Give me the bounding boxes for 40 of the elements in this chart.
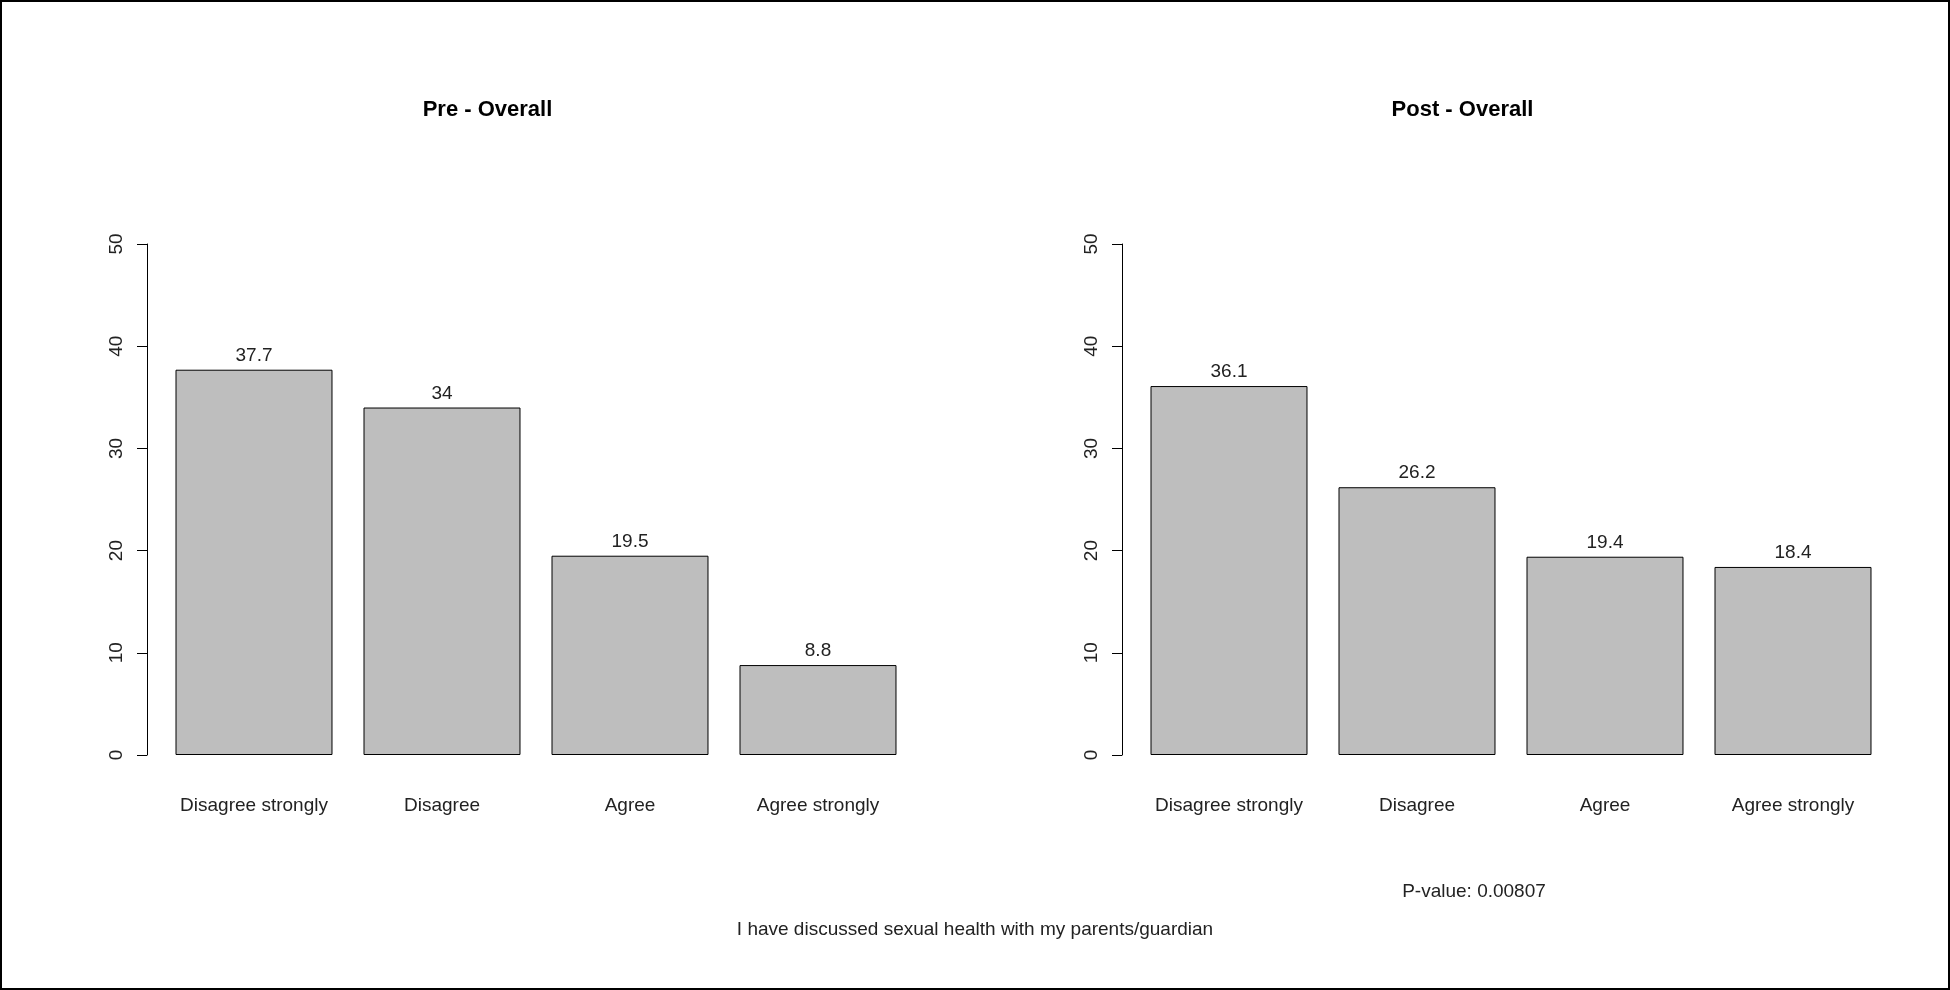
data-label: 19.5 (611, 529, 649, 551)
data-label: 26.2 (1398, 461, 1436, 483)
bar (175, 369, 333, 755)
x-tick-label: Agree (1579, 794, 1631, 815)
x-tick-label: Disagree (1378, 794, 1456, 815)
x-tick-label: Agree (604, 794, 656, 815)
y-tick-label: 30 (105, 437, 126, 459)
y-tick-label: 40 (105, 335, 126, 357)
data-label: 34 (431, 381, 453, 403)
y-tick-label: 50 (105, 233, 126, 255)
data-label: 19.4 (1586, 530, 1624, 552)
bar (1150, 386, 1308, 755)
data-label: 8.8 (804, 639, 832, 661)
x-tick-label: Agree strongly (756, 794, 880, 815)
y-tick-label: 0 (105, 749, 126, 761)
x-tick-label: Disagree strongly (1155, 794, 1304, 815)
x-tick-label: Disagree strongly (180, 794, 329, 815)
bar (1526, 556, 1684, 755)
y-tick-label: 0 (1080, 749, 1101, 761)
y-tick-label: 20 (105, 540, 126, 562)
data-label: 37.7 (235, 343, 273, 365)
y-tick-label: 10 (105, 642, 126, 664)
data-label: 18.4 (1774, 540, 1812, 562)
text: P-value: 0.00807 (1402, 880, 1546, 902)
chart-title: Pre - Overall (422, 95, 553, 121)
bar (1338, 487, 1496, 755)
y-tick-label: 30 (1080, 437, 1101, 459)
bar (551, 555, 709, 755)
data-label: 36.1 (1210, 360, 1248, 382)
text: I have discussed sexual health with my parents/guardian (736, 918, 1214, 940)
bar (363, 407, 521, 755)
y-tick-label: 10 (1080, 642, 1101, 664)
bar (1714, 566, 1872, 755)
y-tick-label: 20 (1080, 540, 1101, 562)
y-tick-label: 50 (1080, 233, 1101, 255)
bar (739, 665, 897, 755)
x-tick-label: Agree strongly (1731, 794, 1855, 815)
chart-title: Post - Overall (1391, 95, 1534, 121)
y-tick-label: 40 (1080, 335, 1101, 357)
x-tick-label: Disagree (403, 794, 481, 815)
